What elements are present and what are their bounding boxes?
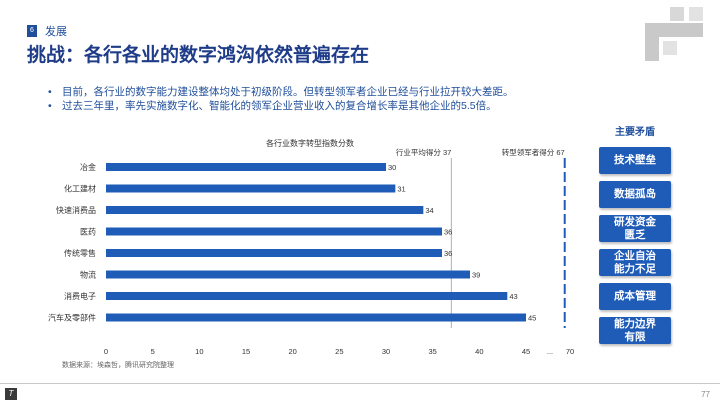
x-tick-label: 15 xyxy=(242,347,250,356)
bar-value-label: 34 xyxy=(425,206,433,215)
x-tick-label: 0 xyxy=(104,347,108,356)
reference-line-label: 转型领军者得分 67 xyxy=(502,147,565,157)
bar xyxy=(106,163,386,171)
bar-value-label: 31 xyxy=(397,185,405,194)
brand-logo-icon xyxy=(645,7,703,61)
footer-logo-icon: T xyxy=(5,388,17,400)
footer-divider xyxy=(0,383,720,384)
x-tick-label: 70 xyxy=(566,347,574,356)
x-tick-label: 10 xyxy=(195,347,203,356)
reference-line-label: 行业平均得分 37 xyxy=(396,147,451,157)
bar xyxy=(106,206,424,214)
side-panel-item: 企业自治 能力不足 xyxy=(599,249,671,276)
side-panel-title: 主要矛盾 xyxy=(615,127,655,138)
bar-value-label: 45 xyxy=(528,314,536,323)
x-tick-label: 40 xyxy=(475,347,483,356)
bar-value-label: 36 xyxy=(444,228,452,237)
chart-title: 各行业数字转型指数分数 xyxy=(266,138,354,148)
x-tick-label: 20 xyxy=(288,347,296,356)
section-number-badge: 6 xyxy=(27,25,37,37)
category-label: 传统零售 xyxy=(64,248,96,258)
category-label: 快速消费品 xyxy=(56,205,96,215)
page-title: 挑战：各行各业的数字鸿沟依然普遍存在 xyxy=(27,45,370,66)
category-label: 汽车及零部件 xyxy=(48,313,96,323)
side-panel-item: 研发资金 匮乏 xyxy=(599,215,671,242)
x-tick-label: 30 xyxy=(382,347,390,356)
category-label: 冶金 xyxy=(80,162,96,172)
bar xyxy=(106,270,470,279)
bullet-list: 目前，各行业的数字能力建设整体均处于初级阶段。但转型领军者企业已经与行业拉开较大… xyxy=(48,85,514,113)
bar-value-label: 36 xyxy=(444,249,452,258)
bar-value-label: 43 xyxy=(509,292,517,301)
page-number: 77 xyxy=(701,390,710,399)
bar xyxy=(106,249,442,257)
data-source-note: 数据来源：埃森哲，腾讯研究院整理 xyxy=(62,362,174,369)
bar xyxy=(106,292,508,300)
bar-value-label: 30 xyxy=(388,163,396,172)
bar-value-label: 39 xyxy=(472,271,480,280)
x-tick-label: 35 xyxy=(428,347,436,356)
x-tick-label: 25 xyxy=(335,347,343,356)
bullet-item: 目前，各行业的数字能力建设整体均处于初级阶段。但转型领军者企业已经与行业拉开较大… xyxy=(48,85,514,99)
category-label: 医药 xyxy=(80,227,96,237)
category-label: 物流 xyxy=(80,270,96,280)
x-tick-label: ... xyxy=(547,347,553,356)
section-name: 发展 xyxy=(45,26,67,38)
side-panel-item: 技术壁垒 xyxy=(599,147,671,174)
category-label: 化工建材 xyxy=(64,184,96,194)
x-tick-label: 5 xyxy=(151,347,155,356)
side-panel-item: 成本管理 xyxy=(599,283,671,310)
bar xyxy=(106,227,442,236)
bullet-item: 过去三年里，率先实施数字化、智能化的领军企业营业收入的复合增长率是其他企业的5.… xyxy=(48,99,514,113)
bar xyxy=(106,313,526,322)
bar xyxy=(106,184,396,193)
side-panel-item: 数据孤岛 xyxy=(599,181,671,208)
side-panel-item: 能力边界 有限 xyxy=(599,317,671,344)
x-tick-label: 45 xyxy=(522,347,530,356)
category-label: 消费电子 xyxy=(64,291,96,301)
